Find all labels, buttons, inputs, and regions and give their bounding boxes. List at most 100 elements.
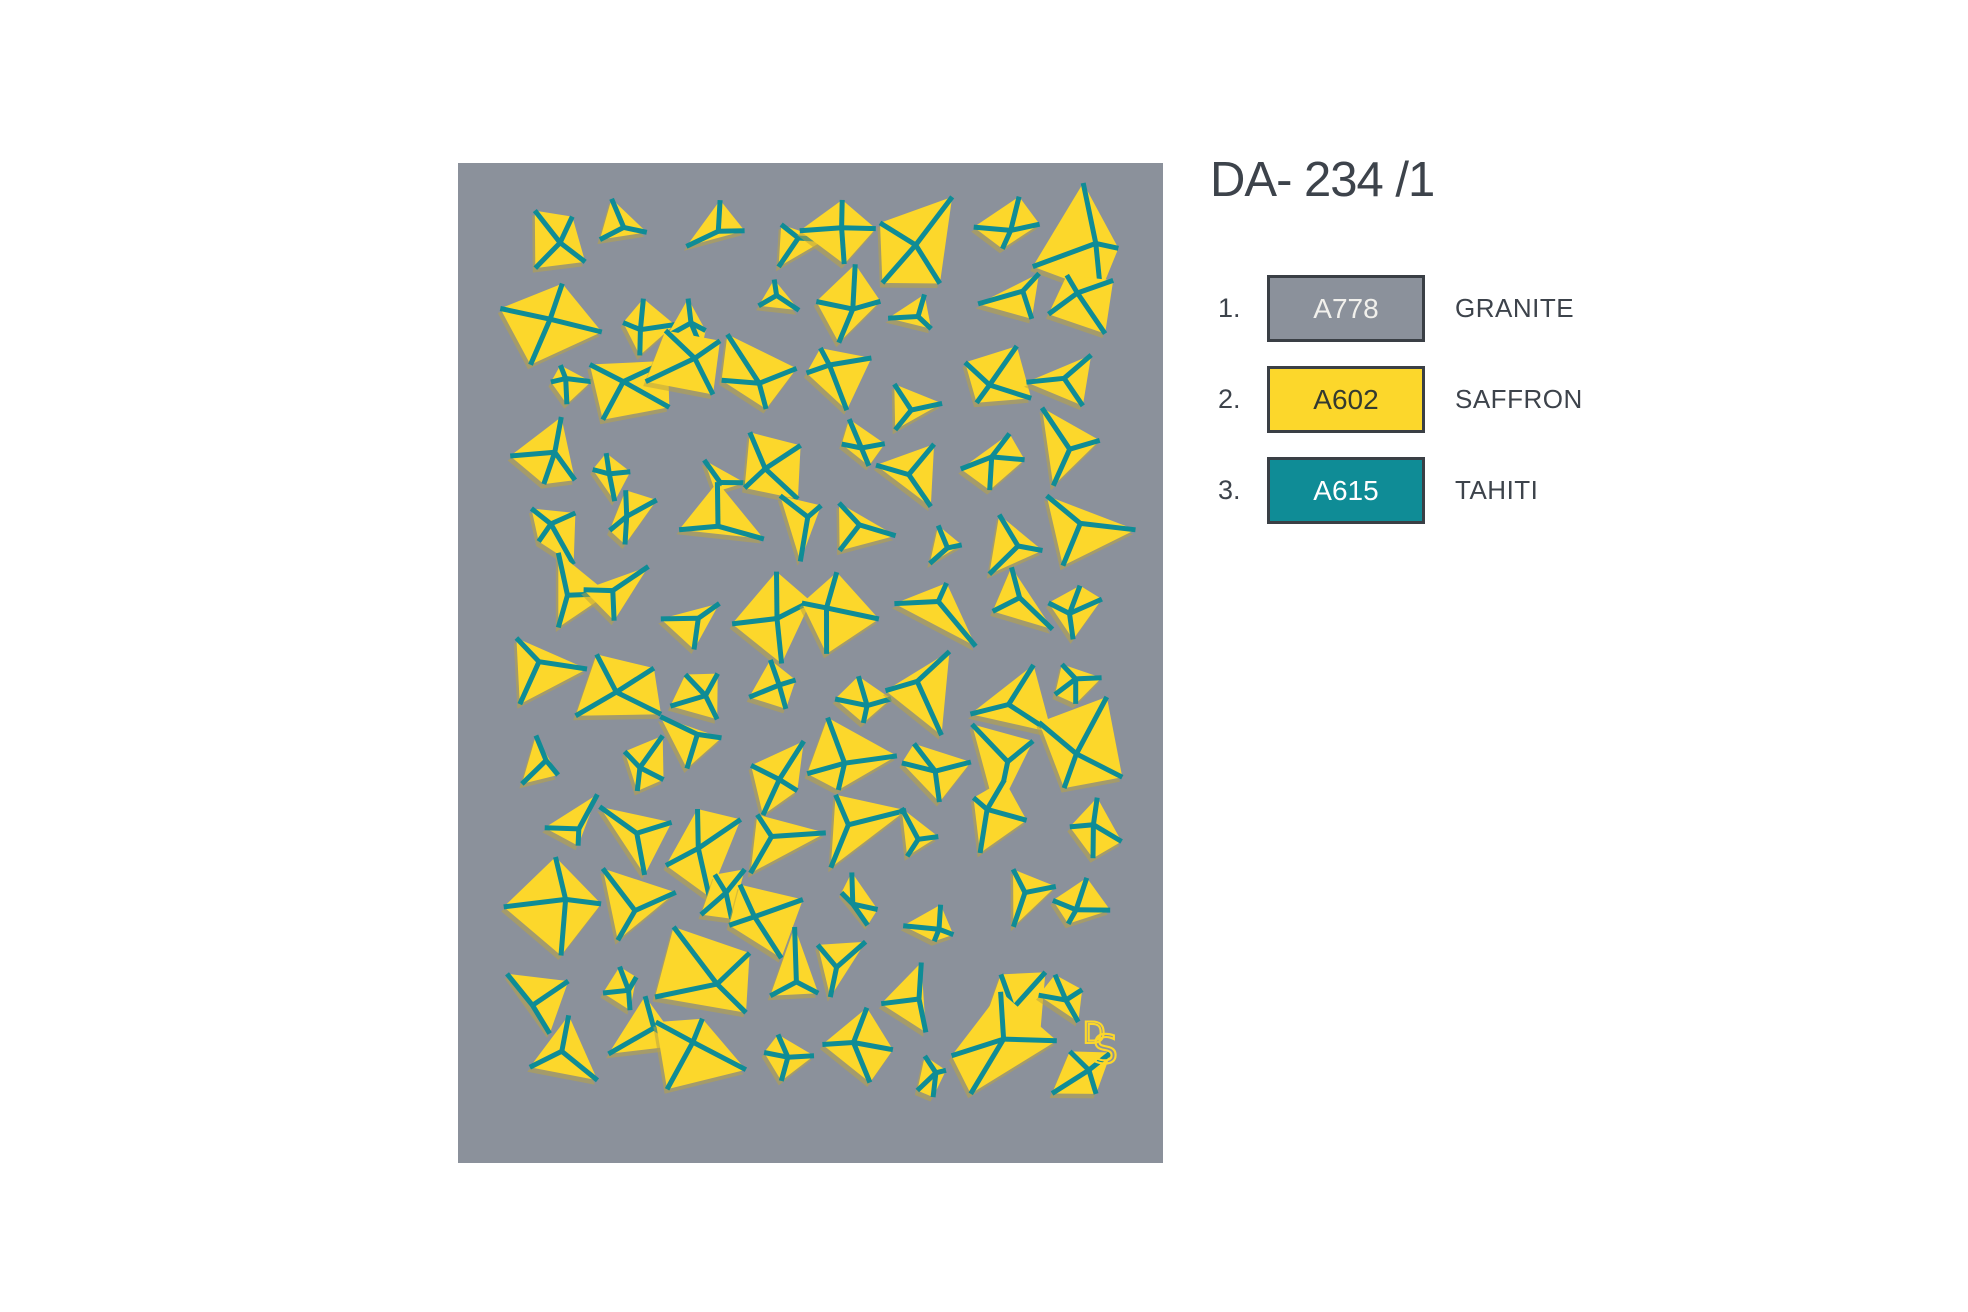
pattern-motif xyxy=(1052,662,1102,709)
pattern-motif xyxy=(667,672,720,724)
color-swatch-saffron: A602 xyxy=(1267,366,1425,433)
pattern-motif xyxy=(742,431,802,504)
pattern-motif xyxy=(962,344,1032,408)
color-swatch-granite: A778 xyxy=(1267,275,1425,342)
pattern-motif xyxy=(899,806,939,861)
legend-row-saffron: 2. A602 SAFFRON xyxy=(1210,366,1770,433)
pattern-motif xyxy=(497,282,603,370)
pattern-motif xyxy=(971,195,1041,254)
pattern-motif xyxy=(1036,973,1084,1027)
color-name-tahiti: TAHITI xyxy=(1455,475,1539,505)
pattern-motif xyxy=(590,452,631,506)
pattern-motif xyxy=(899,742,972,807)
pattern-motif xyxy=(657,714,722,773)
pattern-motif xyxy=(839,418,886,471)
pattern-motif xyxy=(719,333,798,414)
pattern-motif xyxy=(990,566,1055,634)
pattern-motif xyxy=(838,872,879,930)
pattern-motif xyxy=(958,432,1025,495)
pattern-motif xyxy=(883,649,952,740)
pattern-motif xyxy=(828,793,907,873)
legend-row-granite: 1. A778 GRANITE xyxy=(1210,275,1770,342)
color-swatch-tahiti: A615 xyxy=(1267,457,1425,524)
pattern-motif xyxy=(878,962,929,1037)
legend-index: 3. xyxy=(1218,475,1241,505)
pattern-motif xyxy=(504,972,570,1039)
pattern-motif xyxy=(581,564,650,626)
pattern-motif xyxy=(1030,182,1119,297)
pattern-motif xyxy=(600,965,639,1015)
pattern-motif xyxy=(1039,406,1101,491)
pattern-artboard: D S xyxy=(458,163,1163,1163)
color-name-saffron: SAFFRON xyxy=(1455,384,1583,414)
pattern-motif xyxy=(746,659,797,714)
pattern-motif xyxy=(1067,797,1123,863)
pattern-motif xyxy=(622,734,665,796)
pattern-motif xyxy=(777,493,823,566)
pattern-motif xyxy=(1046,584,1103,644)
pattern-motif xyxy=(900,904,955,946)
pattern-motif xyxy=(1010,868,1057,932)
pattern-motif xyxy=(676,482,765,544)
pattern-motif xyxy=(975,271,1041,324)
color-code-saffron: A602 xyxy=(1313,383,1379,415)
pattern-motif xyxy=(600,866,677,945)
pattern-motif xyxy=(873,442,937,512)
pattern-motif xyxy=(748,813,826,878)
pattern-motif xyxy=(891,382,943,435)
pattern-motif xyxy=(573,653,663,721)
design-code-title: DA- 234 /1 xyxy=(1210,153,1435,207)
pattern-motif xyxy=(949,991,1057,1099)
facet-gem-pattern-artwork xyxy=(497,182,1136,1102)
color-name-granite: GRANITE xyxy=(1455,293,1575,323)
pattern-motif xyxy=(1050,877,1111,929)
legend-row-tahiti: 3. A615 TAHITI xyxy=(1210,457,1770,524)
pattern-motif xyxy=(1036,695,1124,793)
pattern-motif xyxy=(969,722,1035,820)
pattern-motif xyxy=(971,778,1028,858)
pattern-motif xyxy=(767,926,820,1001)
pattern-motif xyxy=(832,675,892,728)
pattern-motif xyxy=(813,264,882,348)
logo-letter-s: S xyxy=(1093,1028,1118,1073)
pattern-motif xyxy=(513,636,588,709)
pattern-motif xyxy=(548,364,592,409)
pattern-motif xyxy=(726,883,804,963)
pattern-motif xyxy=(799,571,880,659)
pattern-motif xyxy=(620,298,676,360)
pattern-motif xyxy=(815,939,868,1002)
pattern-motif xyxy=(1049,1049,1113,1099)
pattern-motif xyxy=(748,739,806,820)
pattern-motif xyxy=(652,925,752,1018)
pattern-motif xyxy=(885,293,933,334)
color-code-tahiti: A615 xyxy=(1313,474,1379,506)
pattern-motif xyxy=(663,808,743,902)
pattern-motif xyxy=(986,513,1043,579)
designer-monogram-logo: D S xyxy=(1082,1015,1119,1074)
pattern-motif xyxy=(729,571,812,668)
pattern-motif xyxy=(597,804,673,880)
pattern-motif xyxy=(819,1006,894,1087)
pattern-motif xyxy=(643,328,722,399)
pattern-motif xyxy=(927,524,963,568)
color-code-granite: A778 xyxy=(1313,292,1379,324)
pattern-motif xyxy=(1046,273,1115,339)
pattern-motif xyxy=(519,734,561,789)
legend-index: 2. xyxy=(1218,384,1241,414)
pattern-motif xyxy=(891,581,978,651)
spec-panel: DA- 234 /1 1. A778 GRANITE 2. A602 SAFFR… xyxy=(1210,152,1770,548)
pattern-motif xyxy=(527,1014,600,1085)
pattern-motif xyxy=(542,793,600,851)
logo-letter-d: D xyxy=(1083,1016,1105,1050)
pattern-motif xyxy=(528,506,577,569)
pattern-motif xyxy=(501,856,602,960)
pattern-motif xyxy=(756,279,801,315)
pattern-motif xyxy=(1044,493,1136,571)
pattern-motif xyxy=(607,490,658,549)
color-legend: 1. A778 GRANITE 2. A602 SAFFRON 3. A615 … xyxy=(1210,275,1770,524)
pattern-motif xyxy=(804,716,898,795)
pattern-motif xyxy=(804,346,872,415)
pattern-motif xyxy=(532,209,587,273)
